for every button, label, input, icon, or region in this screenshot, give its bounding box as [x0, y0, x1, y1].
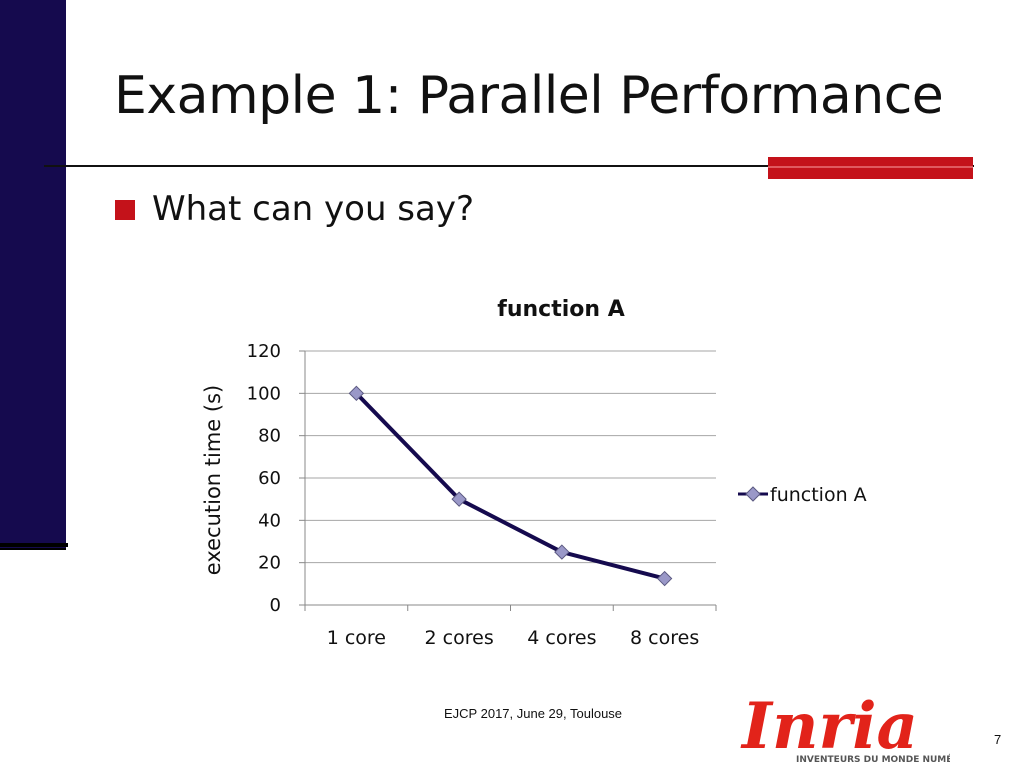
- chart-gridlines: [305, 350, 716, 564]
- inria-logo: Inria INVENTEURS DU MONDE NUMÉRIQUE: [740, 689, 950, 765]
- data-point-marker: [554, 544, 570, 560]
- data-point-marker: [656, 570, 673, 587]
- footer-text: EJCP 2017, June 29, Toulouse: [444, 706, 623, 721]
- y-tick-label: 20: [258, 553, 281, 574]
- slide-title: Example 1: Parallel Performance: [114, 66, 944, 126]
- y-axis-ticks: 0 20 40 60 80 100 120: [247, 341, 306, 616]
- x-category-label: 4 cores: [527, 627, 596, 649]
- sidebar-underline: [0, 543, 68, 547]
- y-tick-label: 120: [247, 341, 281, 362]
- x-axis: 1 core 2 cores 4 cores 8 cores: [304, 604, 717, 649]
- left-sidebar-bar: [0, 0, 66, 550]
- logo-wordmark: Inria: [740, 689, 918, 764]
- legend-marker-icon: [745, 486, 761, 502]
- y-axis-label: execution time (s): [201, 385, 225, 575]
- y-tick-label: 0: [270, 595, 281, 616]
- title-divider: [44, 165, 974, 167]
- x-category-label: 8 cores: [630, 627, 699, 649]
- bullet-square-icon: [115, 200, 135, 220]
- chart-title: function A: [497, 297, 624, 322]
- page-number: 7: [994, 732, 1002, 747]
- legend-label: function A: [770, 484, 867, 506]
- bullet-text: What can you say?: [152, 189, 475, 229]
- chart-series: [348, 385, 673, 587]
- chart-legend: function A: [738, 484, 867, 506]
- title-accent-bar: [768, 157, 973, 179]
- y-tick-label: 80: [258, 426, 281, 447]
- series-line: [354, 391, 666, 581]
- y-tick-label: 60: [258, 468, 281, 489]
- data-point-marker: [348, 385, 365, 402]
- x-category-label: 2 cores: [425, 627, 494, 649]
- x-category-label: 1 core: [327, 627, 386, 649]
- y-tick-label: 40: [258, 510, 281, 531]
- y-tick-label: 100: [247, 383, 281, 404]
- data-point-marker: [451, 491, 467, 507]
- logo-tagline: INVENTEURS DU MONDE NUMÉRIQUE: [796, 753, 950, 765]
